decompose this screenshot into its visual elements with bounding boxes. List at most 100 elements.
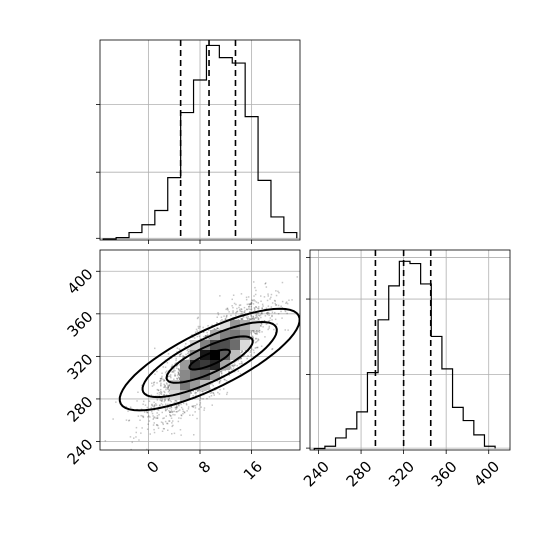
scatter-point (270, 296, 272, 299)
scatter-point (153, 417, 155, 419)
scatter-point (173, 410, 175, 413)
scatter-point (146, 411, 149, 414)
scatter-point (162, 423, 164, 426)
scatter-point (166, 422, 168, 425)
scatter-point (194, 331, 197, 333)
scatter-point (251, 348, 253, 350)
scatter-point (153, 384, 155, 386)
scatter-point (168, 384, 171, 387)
scatter-point (192, 406, 194, 408)
scatter-point (177, 373, 179, 375)
scatter-point (161, 430, 164, 432)
scatter-point (129, 406, 132, 408)
scatter-point (154, 347, 156, 350)
scatter-point (202, 331, 205, 333)
scatter-point (175, 406, 177, 409)
scatter-point (261, 307, 263, 310)
scatter-point (226, 308, 229, 310)
scatter-point (281, 307, 284, 309)
scatter-point (241, 350, 243, 352)
scatter-point (146, 448, 148, 450)
scatter-point (129, 436, 132, 438)
scatter-point (187, 351, 190, 353)
scatter-point (284, 309, 286, 312)
scatter-point (168, 397, 171, 399)
scatter-point (205, 335, 207, 337)
density-cell (220, 350, 230, 360)
scatter-point (146, 411, 148, 414)
scatter-point (199, 389, 201, 392)
scatter-point (258, 318, 260, 320)
scatter-point (164, 399, 166, 401)
scatter-point (176, 364, 178, 366)
scatter-point (176, 374, 179, 377)
scatter-point (131, 441, 133, 444)
scatter-point (220, 372, 223, 374)
scatter-point (170, 400, 172, 403)
scatter-point (287, 329, 289, 331)
scatter-point (180, 414, 183, 417)
scatter-point (275, 304, 277, 306)
scatter-point (155, 403, 157, 405)
scatter-point (243, 354, 246, 356)
scatter-point (254, 293, 257, 296)
scatter-point (182, 408, 184, 410)
scatter-point (143, 411, 146, 413)
scatter-point (266, 312, 268, 314)
scatter-point (171, 364, 173, 366)
scatter-point (228, 371, 230, 373)
contour-level-1 (165, 335, 254, 384)
scatter-point (277, 304, 280, 307)
scatter-point (167, 399, 170, 401)
scatter-point (240, 310, 243, 313)
scatter-point (140, 408, 143, 410)
density-cell (210, 350, 220, 360)
scatter-point (153, 381, 156, 383)
scatter-point (270, 306, 273, 308)
scatter-point (266, 312, 268, 314)
scatter-point (228, 311, 230, 313)
scatter-point (140, 432, 142, 434)
scatter-point (198, 335, 201, 338)
scatter-point (153, 401, 155, 404)
scatter-point (148, 420, 151, 422)
scatter-point (243, 306, 246, 309)
scatter-point (159, 404, 161, 406)
density-cell (170, 380, 180, 390)
x-tick-label: 240 (300, 458, 333, 491)
density-cell (220, 320, 230, 330)
scatter-point (160, 402, 163, 405)
scatter-point (242, 355, 244, 358)
scatter-point (223, 378, 225, 381)
scatter-point (161, 399, 163, 401)
scatter-point (257, 346, 259, 349)
scatter-point (168, 410, 170, 412)
scatter-point (268, 327, 270, 329)
scatter-point (177, 420, 180, 423)
scatter-point (175, 367, 178, 369)
scatter-point (205, 338, 208, 341)
scatter-point (183, 411, 186, 414)
scatter-point (269, 298, 271, 300)
scatter-point (271, 348, 274, 350)
scatter-point (180, 414, 182, 416)
scatter-point (161, 375, 163, 378)
scatter-point (237, 359, 239, 362)
scatter-point (170, 406, 173, 409)
scatter-point (165, 415, 167, 417)
scatter-point (204, 335, 207, 337)
scatter-point (260, 325, 262, 327)
scatter-point (151, 382, 153, 384)
scatter-point (139, 419, 141, 421)
scatter-point (223, 315, 225, 317)
scatter-point (163, 380, 165, 382)
scatter-point (190, 391, 192, 393)
scatter-point (241, 362, 243, 364)
scatter-point (171, 371, 173, 373)
scatter-point (237, 370, 239, 372)
scatter-point (174, 363, 176, 365)
x-tick-label: 8 (195, 458, 214, 477)
density-cell (250, 320, 260, 330)
scatter-point (248, 306, 250, 308)
scatter-point (239, 308, 241, 311)
